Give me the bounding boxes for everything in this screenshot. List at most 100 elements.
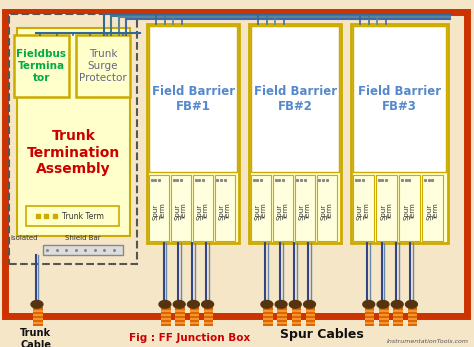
Bar — [365, 314, 374, 316]
Ellipse shape — [261, 301, 273, 308]
Bar — [204, 322, 213, 324]
Bar — [353, 175, 374, 241]
Bar — [408, 318, 417, 320]
Text: Spur
Term: Spur Term — [380, 203, 393, 220]
Text: Spur
Term: Spur Term — [153, 203, 165, 220]
Ellipse shape — [303, 301, 316, 308]
Text: Isolated: Isolated — [10, 235, 38, 241]
Text: Field Barrier
FB#3: Field Barrier FB#3 — [358, 85, 441, 113]
Bar — [376, 175, 397, 241]
Bar — [306, 307, 315, 326]
Bar — [33, 314, 43, 316]
Bar — [306, 318, 315, 320]
Bar — [5, 12, 467, 316]
Bar — [193, 175, 213, 241]
Bar — [249, 24, 341, 243]
Ellipse shape — [289, 301, 301, 308]
Bar — [306, 314, 315, 316]
Text: Spur
Term: Spur Term — [357, 203, 370, 220]
Bar — [422, 175, 443, 241]
Bar — [175, 318, 185, 320]
Bar — [379, 318, 389, 320]
Bar — [190, 318, 199, 320]
Text: Spur
Term: Spur Term — [298, 203, 311, 220]
Ellipse shape — [188, 301, 200, 308]
Bar — [149, 175, 169, 241]
Ellipse shape — [391, 301, 403, 308]
Bar — [365, 307, 374, 326]
Text: Trunk
Cable: Trunk Cable — [20, 328, 51, 347]
Text: InstrumentationTools.com: InstrumentationTools.com — [387, 339, 469, 344]
Text: Spur
Term: Spur Term — [403, 203, 416, 220]
Bar — [292, 310, 301, 312]
Bar — [161, 310, 171, 312]
Bar — [175, 310, 185, 312]
Ellipse shape — [405, 301, 417, 308]
Bar — [292, 318, 301, 320]
Bar — [33, 310, 43, 312]
Bar — [33, 318, 43, 320]
Bar — [190, 307, 199, 326]
Bar — [263, 318, 273, 320]
Bar — [263, 310, 273, 312]
Bar — [263, 314, 273, 316]
Ellipse shape — [173, 301, 185, 308]
Bar — [33, 307, 43, 326]
Bar — [147, 24, 239, 243]
Text: Fig : FF Junction Box: Fig : FF Junction Box — [129, 333, 250, 343]
Bar — [393, 310, 403, 312]
Text: Trunk
Surge
Protector: Trunk Surge Protector — [79, 49, 127, 83]
Bar — [295, 175, 315, 241]
Bar — [292, 307, 301, 326]
Text: Spur
Term: Spur Term — [196, 203, 210, 220]
Bar — [171, 175, 191, 241]
Text: Spur
Term: Spur Term — [276, 203, 290, 220]
Bar — [161, 322, 171, 324]
Ellipse shape — [201, 301, 213, 308]
Text: Field Barrier
FB#2: Field Barrier FB#2 — [254, 85, 337, 113]
Bar — [379, 310, 389, 312]
Bar — [379, 322, 389, 324]
Bar — [379, 307, 389, 326]
Bar — [277, 314, 287, 316]
Ellipse shape — [363, 301, 375, 308]
Bar — [393, 318, 403, 320]
Bar — [399, 175, 420, 241]
Bar — [277, 322, 287, 324]
Bar — [190, 322, 199, 324]
Bar — [204, 310, 213, 312]
Text: Spur
Term: Spur Term — [255, 203, 267, 220]
Bar — [263, 322, 273, 324]
Bar — [273, 175, 293, 241]
Text: Trunk
Termination
Assembly: Trunk Termination Assembly — [27, 129, 120, 176]
Bar — [408, 322, 417, 324]
Text: Spur
Term: Spur Term — [320, 203, 333, 220]
Bar — [26, 206, 118, 226]
Bar — [292, 322, 301, 324]
Bar — [365, 318, 374, 320]
Bar — [408, 314, 417, 316]
Ellipse shape — [31, 301, 43, 308]
Bar — [204, 318, 213, 320]
Bar — [317, 175, 337, 241]
Bar — [43, 245, 123, 255]
Text: Spur
Term: Spur Term — [174, 203, 188, 220]
Bar — [9, 14, 137, 264]
Bar — [393, 307, 403, 326]
Bar — [17, 28, 130, 236]
Bar — [251, 175, 271, 241]
Bar — [277, 310, 287, 312]
Bar — [149, 26, 237, 172]
Bar — [292, 314, 301, 316]
Bar — [351, 24, 448, 243]
Bar — [204, 307, 213, 326]
Bar — [408, 307, 417, 326]
Bar — [161, 318, 171, 320]
Bar — [365, 310, 374, 312]
Text: Spur
Term: Spur Term — [219, 203, 231, 220]
Ellipse shape — [159, 301, 171, 308]
Bar — [393, 314, 403, 316]
Bar — [190, 314, 199, 316]
Text: Field Barrier
FB#1: Field Barrier FB#1 — [152, 85, 235, 113]
Bar — [14, 35, 69, 97]
